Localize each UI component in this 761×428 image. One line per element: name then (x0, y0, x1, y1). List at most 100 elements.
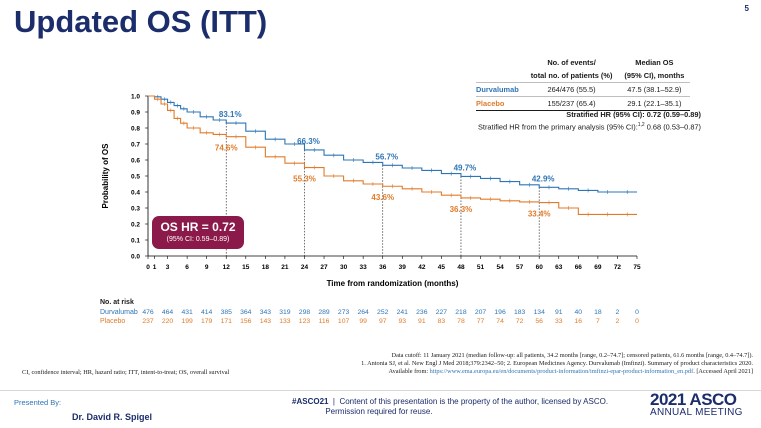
x-tick-label: 69 (594, 264, 602, 271)
risk-durvalumab-cell: 18 (594, 309, 602, 316)
risk-durvalumab-cell: 0 (635, 309, 639, 316)
y-tick-label: 0.6 (131, 158, 140, 165)
risk-durvalumab-cell: 319 (279, 309, 291, 316)
header-events-sub: total no. of patients (%) (530, 71, 613, 80)
abbreviations: CI, confidence interval; HR, hazard rati… (22, 369, 230, 376)
os-summary-table: No. of events/ Median OS total no. of pa… (476, 56, 691, 111)
hashtag: #ASCO21 (292, 397, 329, 406)
risk-placebo-cell: 156 (240, 318, 252, 325)
milestone-label: 49.7% (454, 163, 477, 172)
events-placebo: 155/237 (65.4) (524, 96, 619, 111)
risk-placebo-cell: 0 (635, 318, 639, 325)
footnote-available: Available from: https://www.ema.europa.e… (388, 368, 753, 375)
risk-durvalumab-cell: 476 (142, 309, 154, 316)
footnote-refs: 1. Antonia SJ, et al. New Engl J Med 201… (361, 360, 753, 367)
risk-durvalumab-cell: 364 (240, 309, 252, 316)
table-row-placebo: Placebo 155/237 (65.4) 29.1 (22.1–35.1) (476, 96, 691, 111)
risk-durvalumab-cell: 40 (574, 309, 583, 316)
risk-durvalumab-cell: 196 (494, 309, 506, 316)
footer-divider (0, 390, 761, 391)
risk-durvalumab-cell: 91 (554, 309, 563, 316)
slide-number: 5 (744, 4, 749, 13)
risk-durvalumab-cell: 227 (435, 309, 448, 316)
x-tick-label: 12 (223, 264, 231, 271)
risk-durvalumab-cell: 343 (259, 309, 272, 316)
header-events: No. of events/ (547, 58, 596, 67)
risk-durvalumab-cell: 289 (318, 309, 330, 316)
footnote-url[interactable]: https://www.ema.europa.eu/en/documents/p… (429, 368, 694, 375)
milestone-label: 74.6% (215, 144, 238, 153)
hr-callout-main: OS HR = 0.72 (160, 220, 236, 234)
risk-placebo-cell: 116 (318, 318, 330, 325)
median-placebo: 29.1 (22.1–35.1) (618, 96, 691, 111)
header-median-sub: (95% CI), months (624, 71, 685, 80)
km-chart: 0.00.10.20.30.40.50.60.70.80.91.00 1 3 6 9 12… (101, 94, 641, 289)
x-axis-label: Time from randomization (months) (327, 279, 459, 288)
risk-durvalumab-cell: 2 (615, 309, 620, 316)
x-tick-label: 54 (496, 264, 504, 271)
risk-placebo-cell: 78 (457, 318, 465, 325)
presented-by-label: Presented By: (14, 398, 62, 407)
x-tick-label: 9 (205, 264, 209, 271)
x-tick-label: 63 (555, 264, 563, 271)
arm-placebo: Placebo (476, 96, 525, 111)
stratified-hr: Stratified HR (95% CI): 0.72 (0.59–0.89) (566, 110, 701, 119)
milestone-label: 66.3% (297, 137, 320, 146)
x-tick-label: 60 (536, 264, 544, 271)
footnote-cutoff: Data cutoff: 11 January 2021 (median fol… (391, 352, 753, 359)
risk-durvalumab-cell: 431 (181, 309, 193, 316)
y-tick-label: 0.0 (131, 254, 140, 261)
milestone-label: 56.7% (375, 152, 398, 161)
risk-durvalumab-cell: 464 (161, 309, 174, 316)
risk-placebo-cell: 97 (378, 318, 387, 325)
x-tick-label: 75 (633, 264, 641, 271)
y-tick-label: 0.2 (131, 222, 140, 229)
risk-durvalumab-cell: 134 (533, 309, 545, 316)
events-durvalumab: 264/476 (55.5) (524, 82, 619, 97)
risk-placebo-cell: 77 (476, 318, 485, 325)
x-tick-label: 18 (262, 264, 270, 271)
table-row-durvalumab: Durvalumab 264/476 (55.5) 47.5 (38.1–52.… (476, 82, 691, 97)
x-tick-label: 3 (166, 264, 170, 271)
x-tick-label: 39 (399, 264, 407, 271)
x-tick-label: 42 (418, 264, 426, 271)
milestone-label: 33.4% (528, 210, 551, 219)
notice-line2: Permission required for reuse. (325, 407, 433, 416)
milestone-label: 83.1% (219, 110, 242, 119)
x-tick-label: 27 (320, 264, 328, 271)
table-header-row-2: total no. of patients (%) (95% CI), mont… (476, 69, 690, 83)
risk-durvalumab-cell: 264 (357, 309, 369, 316)
slide-title: Updated OS (ITT) (14, 4, 268, 39)
risk-placebo-cell: 56 (535, 318, 543, 325)
risk-placebo-cell: 123 (298, 318, 311, 325)
y-axis-label: Probability of OS (101, 143, 110, 209)
risk-durvalumab-cell: 385 (220, 309, 232, 316)
risk-durvalumab-cell: 218 (455, 309, 467, 316)
hr-callout-ci: (95% CI: 0.59–0.89) (166, 236, 230, 243)
risk-placebo-cell: 93 (398, 318, 407, 325)
x-tick-label: 72 (614, 264, 622, 271)
milestone-label: 42.9% (532, 174, 555, 183)
risk-durvalumab-cell: 183 (513, 309, 526, 316)
risk-table-title: No. at risk (100, 299, 134, 306)
risk-placebo-cell: 199 (181, 318, 193, 325)
risk-durvalumab-cell: 207 (474, 309, 487, 316)
x-tick-label: 15 (242, 264, 250, 271)
milestone-label: 36.3% (450, 205, 473, 214)
footer-notice: #ASCO21 | Content of this presentation i… (292, 397, 609, 416)
y-tick-label: 0.5 (131, 174, 140, 181)
risk-durvalumab-cell: 298 (298, 309, 311, 316)
series-line-durvalumab (148, 95, 637, 193)
risk-placebo-cell: 143 (259, 318, 272, 325)
y-tick-label: 0.3 (131, 206, 140, 213)
y-tick-label: 0.4 (131, 190, 140, 197)
primary-hr: Stratified HR from the primary analysis … (478, 122, 701, 131)
x-tick-label: 51 (477, 264, 485, 271)
risk-placebo-cell: 33 (554, 318, 563, 325)
risk-label-durvalumab: Durvalumab (100, 309, 138, 316)
risk-placebo-cell: 220 (161, 318, 174, 325)
risk-placebo-cell: 2 (615, 318, 620, 325)
primary-hr-refs: 1,2 (637, 122, 645, 128)
footnotes: Data cutoff: 11 January 2021 (median fol… (361, 352, 753, 376)
risk-placebo-cell: 74 (496, 318, 504, 325)
